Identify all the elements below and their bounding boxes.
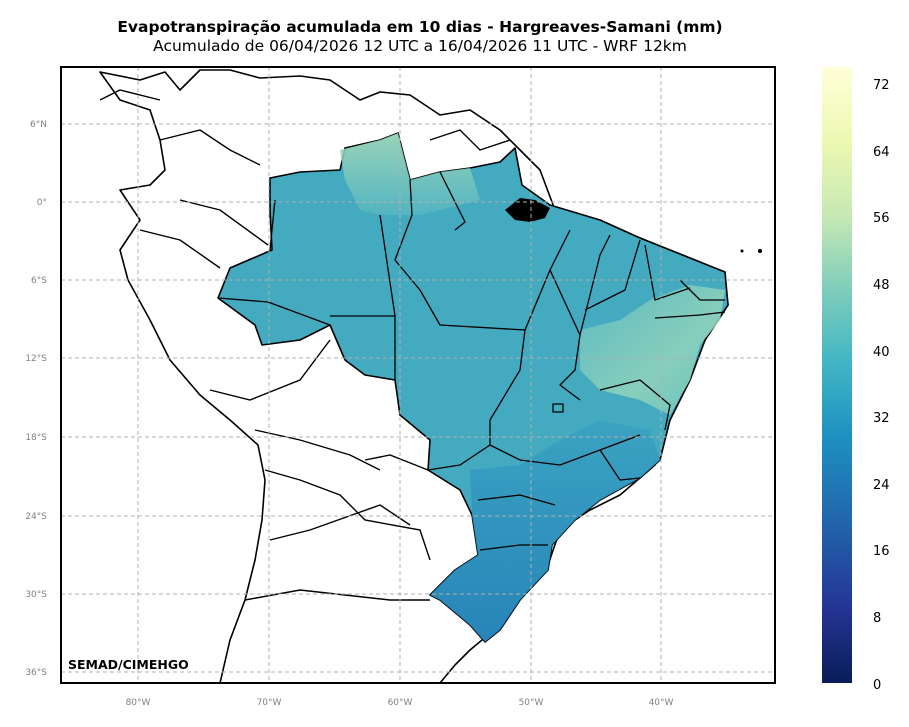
island-marker [740, 249, 744, 253]
lon-label: 60°W [388, 698, 413, 708]
colorbar-label: 56 [873, 211, 890, 226]
map-title: Evapotranspiração acumulada em 10 dias -… [117, 18, 723, 36]
country-borders [99, 89, 511, 601]
colorbar-label: 24 [873, 478, 890, 493]
lat-label: 24°S [25, 512, 47, 522]
colorbar-label: 8 [873, 611, 882, 626]
lon-label: 50°W [519, 698, 544, 708]
north-region-field [340, 133, 480, 215]
island-marker [758, 249, 762, 253]
lon-label: 40°W [649, 698, 674, 708]
colorbar-label: 32 [873, 411, 890, 426]
lat-label: 12°S [25, 354, 47, 364]
map-frame [60, 66, 776, 684]
amazon-delta [505, 198, 550, 222]
colorbar-label: 16 [873, 544, 890, 559]
lon-label: 70°W [257, 698, 282, 708]
lat-label: 0° [37, 198, 47, 208]
lat-label: 18°S [25, 433, 47, 443]
colorbar-label: 48 [873, 278, 890, 293]
south-region-field [430, 420, 660, 642]
lon-label: 80°W [126, 698, 151, 708]
lon-labels: 80°W 70°W 60°W 50°W 40°W [126, 698, 674, 708]
lat-label: 36°S [25, 668, 47, 678]
colorbar-label: 40 [873, 345, 890, 360]
colorbar-label: 64 [873, 145, 890, 160]
state-boundaries [217, 171, 726, 551]
colorbar-label: 0 [873, 678, 882, 693]
credit-label: SEMAD/CIMEHGO [68, 657, 189, 672]
gridlines [61, 67, 775, 683]
northeast-region-field [580, 285, 725, 415]
lat-label: 6°S [31, 276, 47, 286]
map-subtitle: Acumulado de 06/04/2026 12 UTC a 16/04/2… [153, 37, 687, 55]
lat-label: 30°S [25, 590, 47, 600]
lat-labels: 6°N 0° 6°S 12°S 18°S 24°S 30°S 36°S [25, 120, 47, 678]
colorbar-label: 72 [873, 78, 890, 93]
colorbar [822, 67, 852, 683]
lat-label: 6°N [30, 120, 47, 130]
